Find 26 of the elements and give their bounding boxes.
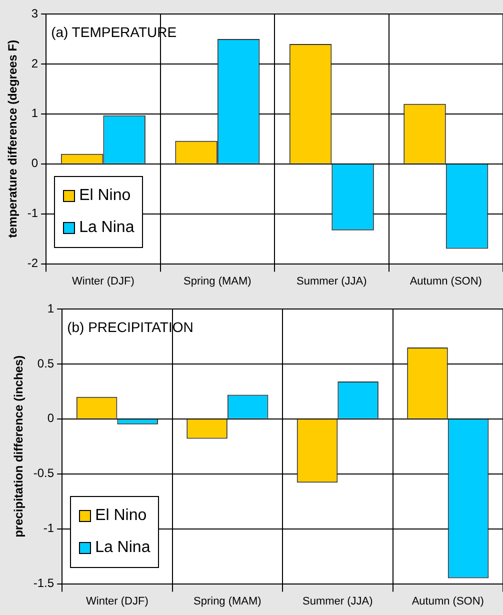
y-axis-title: precipitation difference (inches) [12, 355, 26, 538]
y-tick-label: -1 [27, 206, 38, 220]
x-tick-label: Autumn (SON) [410, 275, 482, 288]
x-tick-label: Winter (DJF) [86, 595, 148, 608]
legend-label: La Nina [95, 538, 150, 557]
y-tick-label: -0.5 [33, 466, 54, 480]
y-tick-label: 0.5 [37, 356, 54, 370]
y-tick-label: -1.5 [33, 576, 54, 590]
legend-label: El Nino [95, 506, 147, 525]
x-tick-label: Autumn (SON) [412, 595, 484, 608]
legend-label: La Nina [79, 218, 134, 237]
y-tick-label: -1 [43, 521, 54, 536]
x-tick-label: Summer (JJA) [296, 275, 367, 288]
x-tick-label: Spring (MAM) [183, 275, 252, 288]
y-tick-label: 3 [31, 6, 38, 20]
y-tick-label: 0 [47, 411, 54, 426]
x-tick-label: Spring (MAM) [194, 595, 262, 608]
y-tick-label: -2 [27, 256, 38, 270]
y-tick-label: 1 [31, 106, 38, 120]
x-tick-label: Winter (DJF) [72, 275, 134, 288]
y-axis-title: temperature difference (degrees F) [6, 40, 20, 238]
y-tick-label: 1 [47, 301, 54, 316]
x-tick-label: Summer (JJA) [302, 595, 373, 608]
y-tick-label: 0 [31, 156, 38, 170]
y-tick-label: 2 [31, 56, 38, 70]
legend-label: El Nino [79, 186, 131, 205]
